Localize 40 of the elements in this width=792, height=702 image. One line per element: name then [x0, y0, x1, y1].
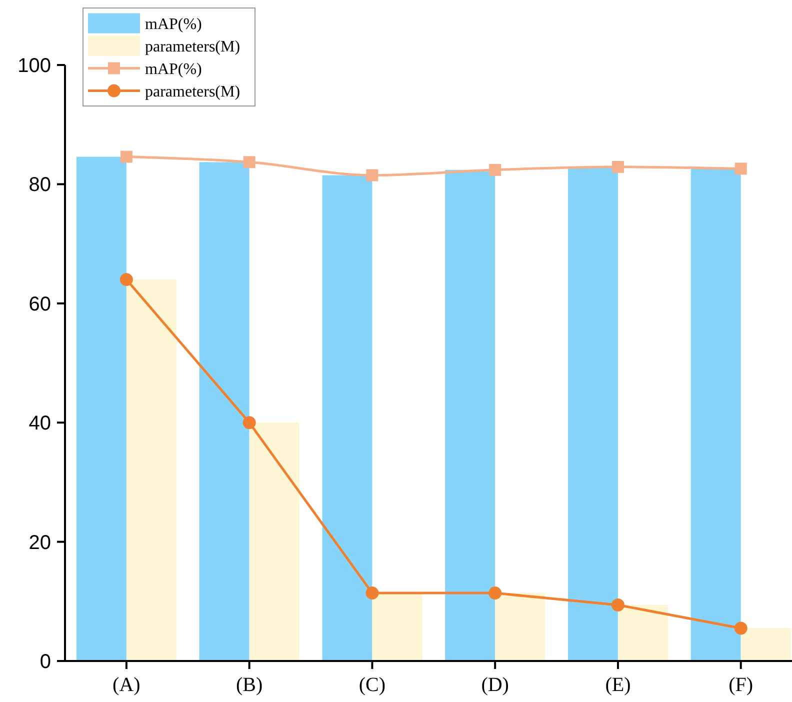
y-tick-label: 20 — [28, 532, 51, 554]
y-tick-label: 0 — [40, 651, 51, 673]
bar — [618, 604, 668, 661]
bar — [199, 162, 250, 661]
bar — [445, 170, 496, 661]
point — [734, 622, 748, 635]
x-tick-label: (E) — [605, 674, 631, 696]
point — [366, 169, 378, 182]
point — [611, 598, 624, 612]
bar — [372, 593, 422, 661]
point — [734, 162, 747, 175]
x-tick-label: (D) — [481, 674, 509, 696]
bar — [249, 422, 300, 661]
point — [120, 273, 133, 286]
x-tick-label: (F) — [728, 674, 754, 696]
y-tick-label: 40 — [28, 412, 51, 435]
y-tick-label: 80 — [28, 174, 51, 196]
x-tick-label: (A) — [112, 674, 140, 696]
bar — [76, 156, 126, 661]
legend-label: mAP(%) — [145, 16, 202, 33]
y-tick-label: 60 — [28, 293, 51, 316]
point — [242, 416, 256, 430]
legend-label: parameters(M) — [145, 38, 240, 56]
legend-label: mAP(%) — [145, 60, 202, 78]
point — [489, 164, 502, 176]
x-tick-label: (B) — [236, 674, 263, 696]
y-tick-label: 100 — [18, 55, 51, 77]
point — [612, 160, 624, 173]
point — [243, 156, 256, 168]
bar — [690, 168, 741, 661]
x-tick-label: (C) — [358, 674, 386, 696]
bar — [322, 175, 372, 661]
point — [488, 586, 502, 600]
bar — [495, 593, 546, 661]
bar — [126, 280, 176, 661]
bar — [568, 166, 618, 661]
point — [120, 150, 132, 163]
point — [366, 586, 379, 600]
bar — [740, 628, 791, 661]
legend-label: parameters(M) — [145, 83, 240, 100]
